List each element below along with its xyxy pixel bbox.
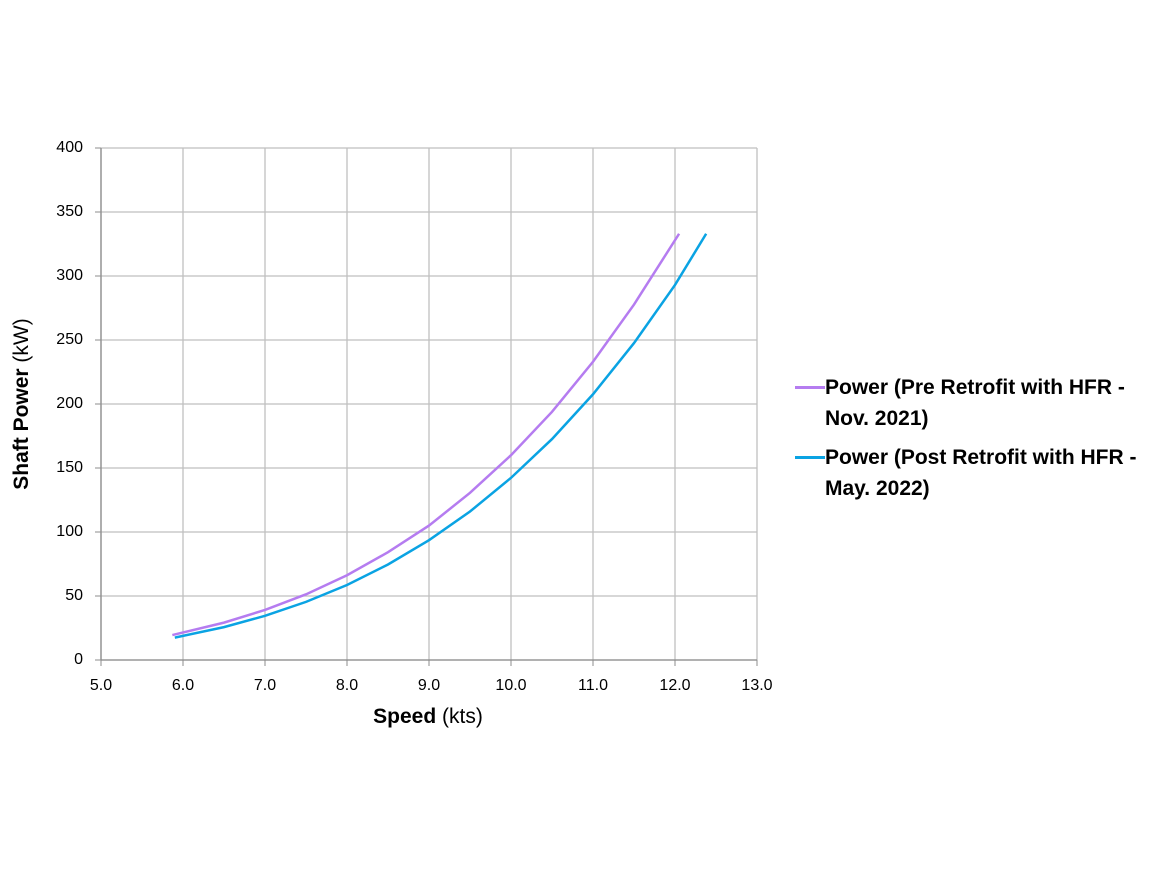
legend-swatch xyxy=(795,456,825,459)
x-tick-label: 11.0 xyxy=(578,677,608,694)
legend-item: Power (Post Retrofit with HFR - May. 202… xyxy=(795,442,1165,504)
x-tick-label: 8.0 xyxy=(336,677,358,694)
y-tick-label: 100 xyxy=(56,523,83,540)
y-tick-label: 300 xyxy=(56,267,83,284)
legend-item: Power (Pre Retrofit with HFR - Nov. 2021… xyxy=(795,372,1165,434)
y-tick-label: 200 xyxy=(56,395,83,412)
legend: Power (Pre Retrofit with HFR - Nov. 2021… xyxy=(795,372,1165,512)
y-tick-label: 350 xyxy=(56,203,83,220)
data-line xyxy=(174,233,708,639)
data-line xyxy=(172,233,681,637)
x-tick-label: 12.0 xyxy=(659,677,690,694)
legend-swatch xyxy=(795,386,825,389)
x-tick-label: 6.0 xyxy=(172,677,194,694)
y-axis-title: Shaft Power (kW) xyxy=(10,318,33,490)
legend-label: Power (Pre Retrofit with HFR - Nov. 2021… xyxy=(825,376,1125,430)
x-tick-label: 5.0 xyxy=(90,677,112,694)
x-axis-title: Speed (kts) xyxy=(373,705,483,728)
y-tick-label: 0 xyxy=(74,651,83,668)
y-tick-label: 400 xyxy=(56,139,83,156)
y-tick-label: 250 xyxy=(56,331,83,348)
y-tick-label: 50 xyxy=(65,587,83,604)
legend-label: Power (Post Retrofit with HFR - May. 202… xyxy=(825,446,1137,500)
x-tick-label: 13.0 xyxy=(741,677,772,694)
y-tick-label: 150 xyxy=(56,459,83,476)
x-tick-label: 7.0 xyxy=(254,677,276,694)
x-tick-label: 10.0 xyxy=(495,677,526,694)
x-tick-label: 9.0 xyxy=(418,677,440,694)
